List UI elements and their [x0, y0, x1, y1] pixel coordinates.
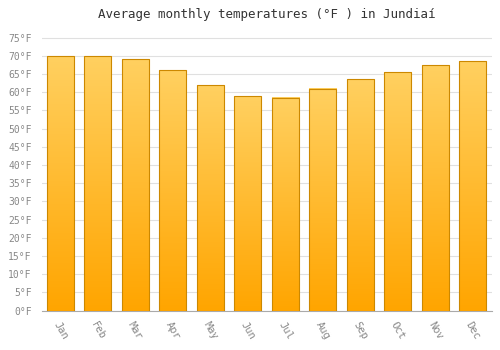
Bar: [47, 56, 74, 311]
Bar: [347, 79, 374, 311]
Bar: [460, 61, 486, 311]
Bar: [84, 56, 112, 311]
Bar: [197, 85, 224, 311]
Bar: [310, 89, 336, 311]
Bar: [160, 70, 186, 311]
Title: Average monthly temperatures (°F ) in Jundiaí: Average monthly temperatures (°F ) in Ju…: [98, 8, 436, 21]
Bar: [234, 96, 262, 311]
Bar: [422, 65, 449, 311]
Bar: [384, 72, 411, 311]
Bar: [122, 60, 149, 311]
Bar: [272, 98, 299, 311]
